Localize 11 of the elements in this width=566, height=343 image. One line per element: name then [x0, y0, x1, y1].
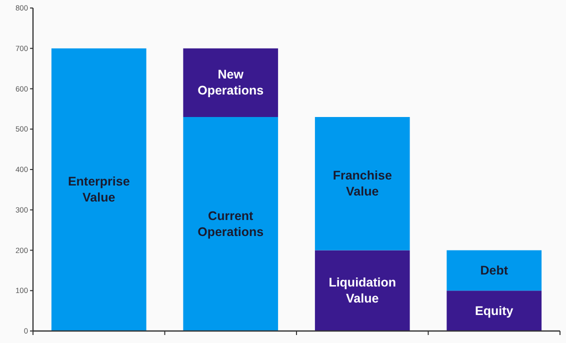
data-label: Current Operations — [198, 209, 264, 240]
data-label: Debt — [480, 263, 509, 278]
bar — [314, 117, 410, 250]
bar — [446, 290, 542, 331]
data-label: New Operations — [198, 68, 264, 98]
bar — [314, 250, 410, 331]
bar — [446, 250, 542, 291]
data-label: Enterprise Value — [68, 174, 130, 205]
data-label: Liquidation Value — [328, 276, 396, 306]
data-label: Equity — [475, 304, 514, 318]
data-label: Franchise Value — [332, 168, 392, 199]
